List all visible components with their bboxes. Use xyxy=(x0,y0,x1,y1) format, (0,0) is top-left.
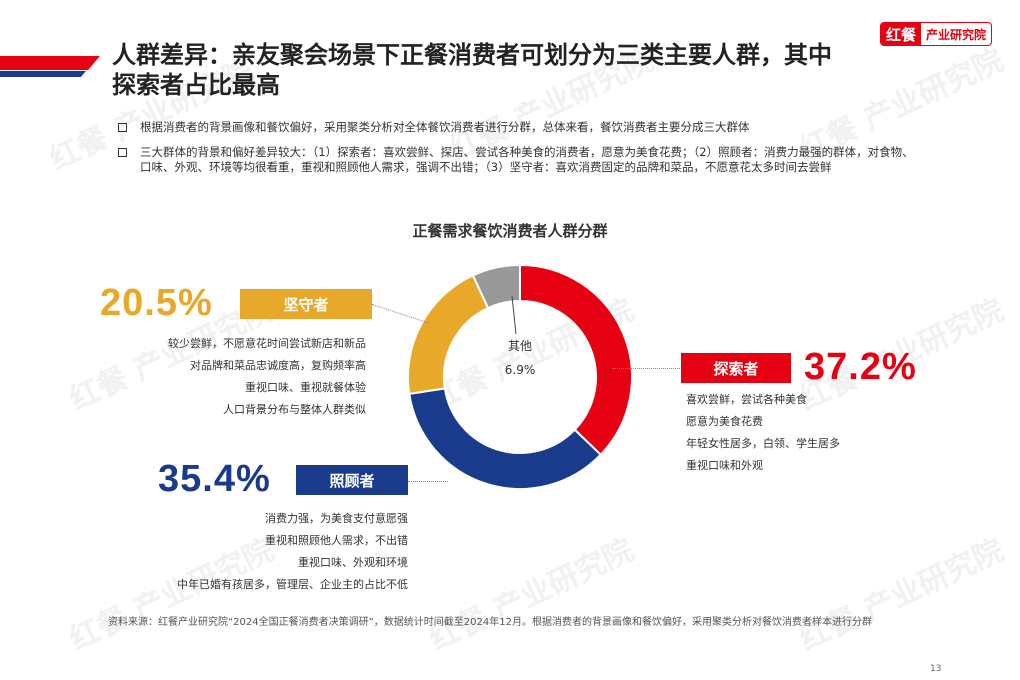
brand-logo-name: 产业研究院 xyxy=(926,27,987,42)
leader-line-caregiver xyxy=(408,481,448,482)
donut-slice-keeper xyxy=(407,274,490,395)
description-line: 重视口味、外观和环境 xyxy=(298,556,408,569)
keeper-percentage: 20.5% xyxy=(100,282,213,324)
brand-logo-mark: 红餐 xyxy=(881,23,922,45)
caregiver-tag: 照顾者 xyxy=(296,465,408,495)
donut-slice-explorer xyxy=(519,263,633,457)
accent-red-stripe xyxy=(0,56,100,70)
summary-bullets: 根据消费者的背景画像和餐饮偏好，采用聚类分析对全体餐饮消费者进行分群，总体来看，… xyxy=(118,120,918,185)
bullet-square-icon xyxy=(118,123,127,132)
bullet-text: 根据消费者的背景画像和餐饮偏好，采用聚类分析对全体餐饮消费者进行分群，总体来看，… xyxy=(140,120,750,134)
description-line: 重视和照顾他人需求，不出错 xyxy=(265,534,408,547)
watermark: 红餐 产业研究院 xyxy=(794,532,1010,658)
description-line: 较少尝鲜，不愿意花时间尝试新店和新品 xyxy=(168,337,366,350)
other-label: 其他 xyxy=(508,339,532,353)
description-line: 年轻女性居多，白领、学生居多 xyxy=(686,437,840,450)
brand-logo: 红餐 产业研究院 xyxy=(880,22,993,46)
donut-slice-caregiver xyxy=(408,387,603,490)
bullet-item: 三大群体的背景和偏好差异较大：（1）探索者：喜欢尝鲜、探店、尝试各种美食的消费者… xyxy=(118,145,918,175)
explorer-description: 喜欢尝鲜，尝试各种美食 愿意为美食花费 年轻女性居多，白领、学生居多 重视口味和… xyxy=(686,389,916,477)
bullet-square-icon xyxy=(118,148,127,157)
donut-slice-other xyxy=(471,263,521,310)
description-line: 重视口味、重视就餐体验 xyxy=(245,381,366,394)
description-line: 中年已婚有孩居多，管理层、企业主的占比不低 xyxy=(177,578,408,591)
segmentation-donut-chart: 其他 6.9% xyxy=(407,263,633,490)
description-line: 人口背景分布与整体人群类似 xyxy=(223,403,366,416)
other-leader-line xyxy=(511,295,517,335)
description-line: 愿意为美食花费 xyxy=(686,415,763,428)
page-title: 人群差异：亲友聚会场景下正餐消费者可划分为三类主要人群，其中 探索者占比最高 xyxy=(112,40,912,100)
other-percentage: 6.9% xyxy=(505,363,536,377)
description-line: 对品牌和菜品忠诚度高，复购频率高 xyxy=(190,359,366,372)
description-line: 重视口味和外观 xyxy=(686,459,763,472)
title-accent-bar xyxy=(0,56,100,77)
caregiver-description: 消费力强，为美食支付意愿强 重视和照顾他人需求，不出错 重视口味、外观和环境 中… xyxy=(112,508,408,596)
page-title-line-2: 探索者占比最高 xyxy=(112,71,280,99)
chart-title: 正餐需求餐饮消费者人群分群 xyxy=(412,222,608,240)
caregiver-percentage: 35.4% xyxy=(158,458,271,500)
leader-line-explorer xyxy=(612,368,680,369)
page-title-line-1: 人群差异：亲友聚会场景下正餐消费者可划分为三类主要人群，其中 xyxy=(112,41,832,69)
description-line: 消费力强，为美食支付意愿强 xyxy=(265,512,408,525)
watermark: 红餐 产业研究院 xyxy=(424,532,640,658)
description-line: 喜欢尝鲜，尝试各种美食 xyxy=(686,393,807,406)
keeper-tag: 坚守者 xyxy=(240,289,372,319)
bullet-item: 根据消费者的背景画像和餐饮偏好，采用聚类分析对全体餐饮消费者进行分群，总体来看，… xyxy=(118,120,918,135)
page-number: 13 xyxy=(930,664,942,674)
bullet-text: 三大群体的背景和偏好差异较大：（1）探索者：喜欢尝鲜、探店、尝试各种美食的消费者… xyxy=(140,145,914,174)
accent-blue-stripe xyxy=(0,71,86,77)
source-note: 资料来源：红餐产业研究院“2024全国正餐消费者决策调研”，数据统计时间截至20… xyxy=(108,617,872,628)
keeper-description: 较少尝鲜，不愿意花时间尝试新店和新品 对品牌和菜品忠诚度高，复购频率高 重视口味… xyxy=(112,333,366,421)
explorer-tag: 探索者 xyxy=(681,353,791,383)
explorer-percentage: 37.2% xyxy=(804,346,917,388)
